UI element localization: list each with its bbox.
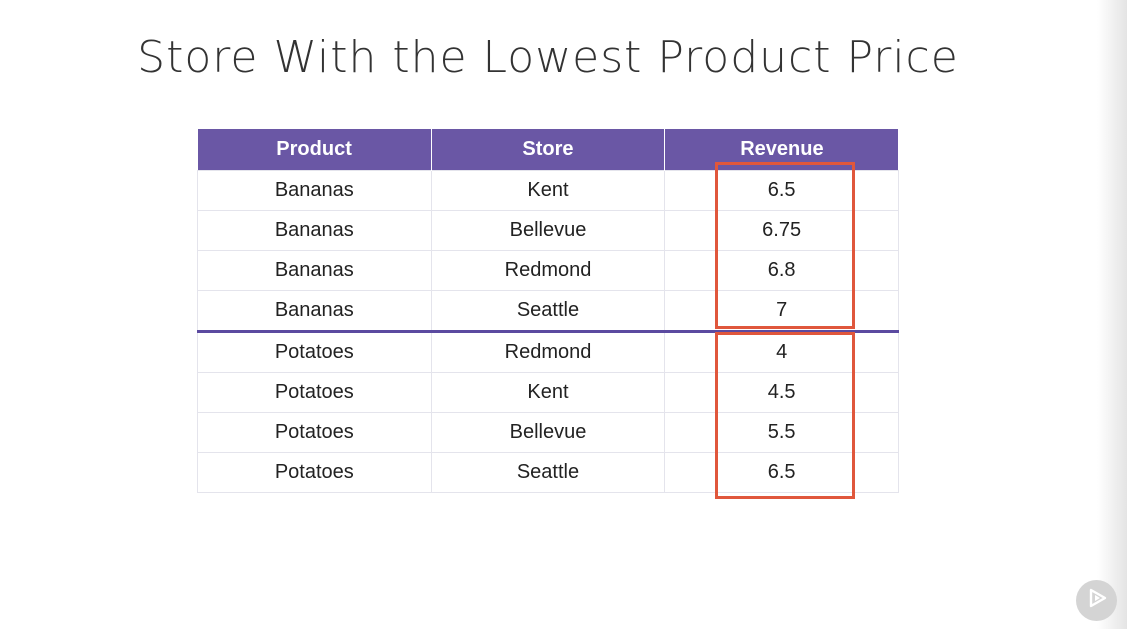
table-row: Potatoes Redmond 4 (197, 330, 899, 373)
header-product: Product (197, 129, 432, 171)
header-revenue: Revenue (664, 129, 899, 171)
cell-product: Potatoes (197, 452, 432, 493)
play-button[interactable] (1076, 580, 1117, 621)
cell-revenue: 6.5 (664, 452, 899, 493)
cell-product: Bananas (197, 210, 432, 251)
cell-store: Kent (430, 170, 666, 211)
cell-store: Redmond (430, 250, 666, 291)
table-row: Bananas Redmond 6.8 (197, 250, 899, 291)
cell-revenue: 6.5 (664, 170, 899, 211)
table-row: Bananas Seattle 7 (197, 290, 899, 332)
slide-title: Store With the Lowest Product Price (137, 32, 959, 83)
table-row: Bananas Bellevue 6.75 (197, 210, 899, 251)
table-row: Potatoes Bellevue 5.5 (197, 412, 899, 453)
cell-revenue: 5.5 (664, 412, 899, 453)
table-row: Potatoes Seattle 6.5 (197, 452, 899, 493)
cell-product: Bananas (197, 170, 432, 211)
cell-revenue: 7 (664, 290, 899, 332)
cell-revenue: 4 (664, 330, 899, 373)
cell-store: Bellevue (430, 210, 666, 251)
cell-store: Redmond (430, 330, 666, 373)
cell-product: Potatoes (197, 372, 432, 413)
cell-revenue: 4.5 (664, 372, 899, 413)
cell-product: Potatoes (197, 330, 432, 373)
cell-revenue: 6.75 (664, 210, 899, 251)
cell-store: Seattle (430, 452, 666, 493)
right-edge-shadow (1097, 0, 1127, 629)
cell-store: Bellevue (430, 412, 666, 453)
cell-product: Potatoes (197, 412, 432, 453)
revenue-table: Product Store Revenue Bananas Kent 6.5 B… (197, 129, 899, 493)
table-row: Bananas Kent 6.5 (197, 170, 899, 211)
table-row: Potatoes Kent 4.5 (197, 372, 899, 413)
header-store: Store (431, 129, 666, 171)
cell-store: Kent (430, 372, 666, 413)
play-icon (1086, 587, 1108, 614)
cell-revenue: 6.8 (664, 250, 899, 291)
cell-product: Bananas (197, 250, 432, 291)
cell-store: Seattle (430, 290, 666, 332)
table-header-row: Product Store Revenue (197, 129, 899, 171)
cell-product: Bananas (197, 290, 432, 332)
